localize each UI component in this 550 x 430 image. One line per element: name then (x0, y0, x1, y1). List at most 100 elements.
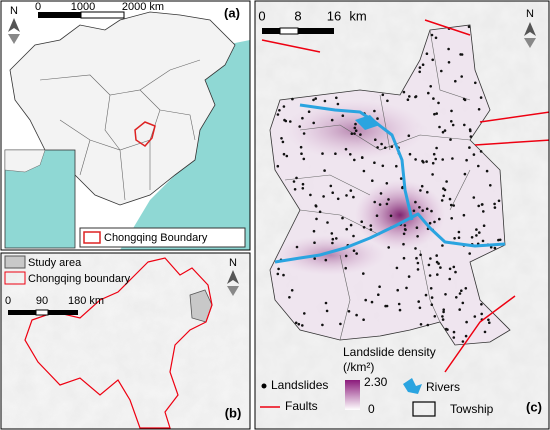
scale-bar (298, 28, 334, 34)
landslide-point (427, 263, 431, 267)
landslide-point (362, 169, 366, 173)
landslide-point (385, 182, 389, 185)
landslide-point (298, 125, 302, 128)
landslide-point (415, 256, 418, 260)
landslide-point (347, 310, 351, 313)
landslide-point (290, 289, 294, 292)
landslide-point (427, 91, 430, 95)
landslide-point (434, 36, 438, 40)
landslide-point (421, 159, 424, 163)
north-arrow: N (227, 257, 239, 296)
landslide-point (419, 189, 422, 192)
legend-title: Landslide density (343, 345, 436, 359)
landslide-point (442, 194, 446, 198)
landslide-point (452, 204, 456, 207)
landslide-point (424, 293, 428, 297)
landslide-point (468, 252, 472, 255)
landslide-point (437, 101, 440, 105)
scale-label: 0 (5, 295, 11, 307)
scale-bar (35, 309, 49, 316)
landslide-point (414, 200, 417, 204)
landslide-point (321, 323, 324, 327)
landslide-point (478, 231, 481, 234)
landslide-point (301, 116, 304, 120)
landslide-point (313, 241, 316, 244)
landslide-point (362, 272, 365, 275)
landslide-point (475, 228, 478, 231)
landslide-point (421, 209, 425, 212)
landslide-point (452, 336, 456, 339)
landslide-point (355, 252, 359, 255)
landslide-point (477, 164, 480, 168)
landslide-point (341, 216, 344, 220)
landslide-point (470, 236, 474, 239)
legend-label: Faults (285, 399, 318, 413)
landslide-point (442, 310, 445, 314)
landslide-point (381, 164, 385, 168)
landslide-point (463, 123, 466, 127)
landslide-point (344, 254, 348, 258)
landslide-point (345, 227, 349, 231)
landslide-point (386, 99, 389, 103)
landslide-point (455, 296, 458, 299)
landslide-point (407, 275, 411, 278)
landslide-point (354, 122, 357, 126)
landslide-point (314, 204, 318, 207)
landslide-point (408, 152, 412, 156)
landslide-point (309, 193, 312, 197)
landslide-point (352, 234, 355, 238)
landslide-point (408, 95, 411, 98)
landslide-point (353, 126, 357, 130)
landslide-point (431, 58, 435, 62)
legend-box (79, 227, 246, 248)
panel-label: (a) (224, 5, 240, 20)
landslide-point (479, 150, 483, 153)
landslide-point (429, 287, 433, 290)
landslide-point (451, 157, 454, 160)
landslide-point (282, 105, 286, 108)
landslide-point (405, 286, 408, 290)
landslide-point (433, 220, 436, 224)
township-boundaries (284, 29, 471, 341)
panel-a: 0 1000 2000 km N (a) Chongqing Boundary (1, 1, 250, 250)
landslide-point (276, 113, 280, 116)
landslide-point (322, 195, 325, 198)
landslide-point (487, 318, 490, 322)
landslide-point (300, 152, 303, 155)
landslide-point (453, 237, 456, 240)
landslide-point (318, 210, 322, 214)
landslide-point (465, 320, 468, 324)
landslide-point (402, 232, 406, 236)
landslide-point (369, 224, 373, 227)
landslide-point (416, 235, 419, 238)
density-hotspot (275, 235, 385, 275)
landslide-point (431, 161, 435, 165)
landslide-point (460, 75, 464, 78)
legend-swatch (4, 271, 26, 285)
legend-label: Towship (450, 402, 494, 416)
landslide-point (441, 130, 445, 134)
landslide-point (283, 118, 286, 122)
landslide-point (416, 261, 420, 265)
landslide-point (469, 129, 472, 133)
landslide-point (461, 301, 465, 305)
landslide-point (349, 153, 352, 156)
landslide-point (477, 204, 481, 208)
landslide-point (379, 192, 383, 195)
north-label: N (10, 5, 18, 17)
landslide-point (344, 147, 348, 151)
landslide-point (440, 69, 443, 73)
landslide-point (488, 321, 491, 325)
panel-label: (b) (225, 405, 242, 420)
landslide-point (289, 120, 292, 123)
scale-label: 2000 km (122, 1, 164, 13)
landslide-point (288, 296, 291, 299)
landslide-point (418, 206, 421, 209)
landslide-point (403, 228, 407, 231)
landslide-point (482, 224, 486, 227)
north-label: N (526, 8, 534, 20)
landslide-point (324, 301, 328, 305)
landslide-point (389, 214, 393, 218)
landslide-point (277, 267, 280, 271)
landslide-point (440, 199, 444, 202)
